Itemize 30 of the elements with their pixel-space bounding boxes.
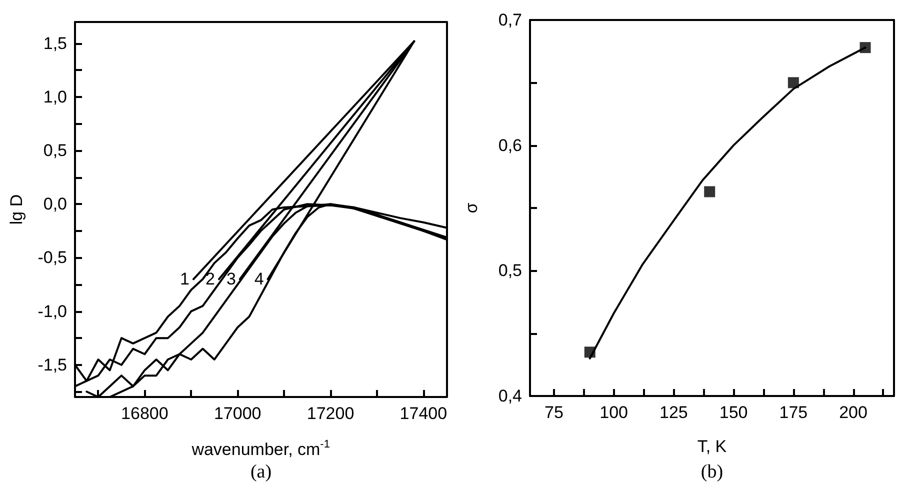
y-axis-title: lg D <box>7 194 26 225</box>
x-tick-label: 100 <box>600 403 628 422</box>
y-axis-title: σ <box>462 202 481 214</box>
y-tick-label: 0,7 <box>498 10 522 30</box>
y-tick-label: 0,5 <box>498 261 522 280</box>
y-tick-label: 1,5 <box>43 34 67 53</box>
y-tick-label: 0,5 <box>43 141 67 160</box>
y-tick-label: -0,5 <box>38 248 67 268</box>
y-tick-label: 0,0 <box>43 194 67 214</box>
y-tick-label: 0,4 <box>498 386 522 406</box>
y-tick-label: -1,5 <box>38 355 67 374</box>
x-tick-label: 150 <box>719 403 748 422</box>
series-label: 3 <box>226 270 236 289</box>
series-label: 1 <box>180 270 190 289</box>
x-tick-label: 175 <box>779 403 808 422</box>
series-label: 4 <box>254 270 264 289</box>
x-tick-label: 75 <box>544 403 564 422</box>
x-axis-title: T, K <box>697 437 728 456</box>
text: (a) <box>250 462 272 482</box>
text: (b) <box>700 462 724 482</box>
x-tick-label: 17000 <box>214 404 262 423</box>
x-tick-label: 17400 <box>400 404 448 423</box>
y-tick-label: -1,0 <box>38 302 67 321</box>
y-tick-label: 0,6 <box>498 136 522 155</box>
y-tick-label: 1,0 <box>43 88 67 106</box>
x-tick-label: 17200 <box>306 404 354 423</box>
series-label: 2 <box>206 270 216 289</box>
x-tick-label: 16800 <box>121 404 168 423</box>
x-tick-label: 125 <box>659 403 688 422</box>
x-tick-label: 200 <box>839 403 868 422</box>
